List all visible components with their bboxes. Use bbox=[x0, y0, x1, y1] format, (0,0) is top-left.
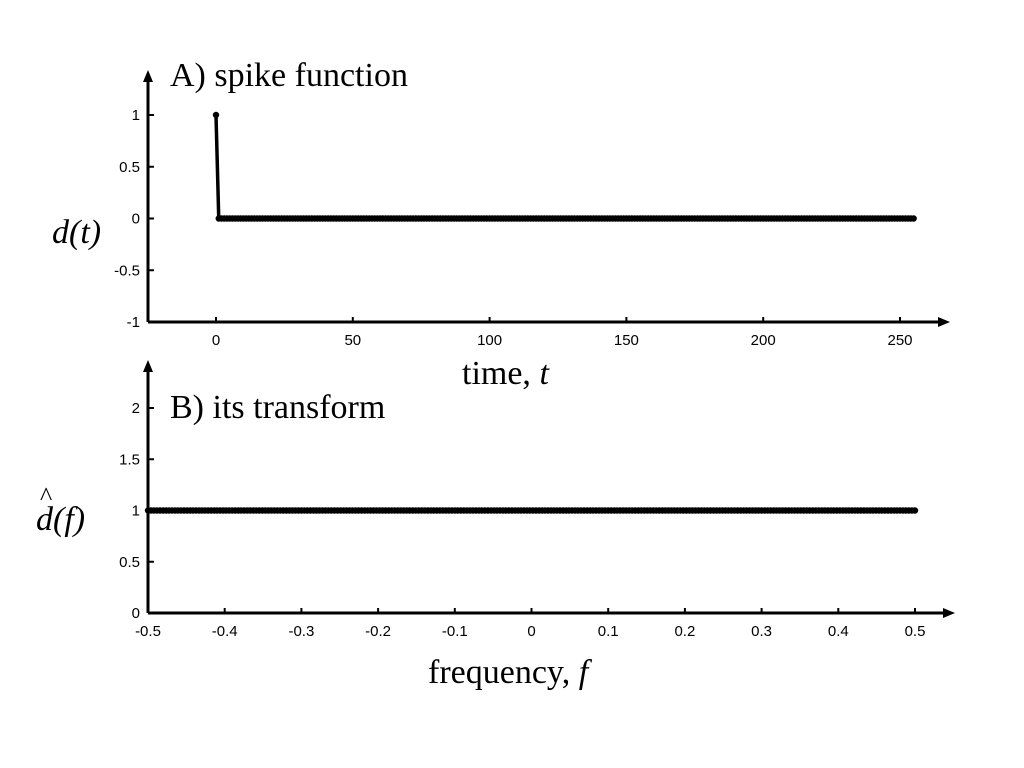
panel-b-x-tick-label: 0.4 bbox=[828, 623, 849, 640]
panel-b-x-tick-label: 0.1 bbox=[598, 623, 619, 640]
panel-a-data-point bbox=[910, 215, 917, 222]
panel-b-y-tick-label: 0.5 bbox=[119, 554, 140, 571]
panel-b-y-tick-label: 1 bbox=[132, 503, 140, 520]
panel-b-x-axis-arrow bbox=[943, 608, 955, 618]
panel-its-transform: B) its transform ^ d(f) frequency, f -0.… bbox=[36, 360, 955, 691]
panel-a-y-tick-label: 0.5 bbox=[119, 159, 140, 176]
panel-a-y-tick-label: 0 bbox=[132, 211, 140, 228]
panel-b-y-tick-label: 2 bbox=[132, 400, 140, 417]
panel-b-x-tick-label: -0.2 bbox=[365, 623, 391, 640]
panel-b-xlabel-text: frequency, bbox=[428, 654, 579, 691]
panel-a-title: A) spike function bbox=[170, 57, 408, 94]
panel-b-data-point bbox=[911, 507, 919, 514]
panel-b-y-axis-arrow bbox=[143, 360, 153, 372]
panel-b-x-tick-label: -0.4 bbox=[212, 623, 238, 640]
panel-b-y-tick-label: 1.5 bbox=[119, 451, 140, 468]
panel-a-xlabel-var: t bbox=[539, 355, 550, 392]
panel-b-ylabel: d(f) bbox=[36, 501, 85, 538]
panel-spike-function: A) spike function d(t) time, t 0 50 100 150… bbox=[52, 57, 950, 392]
panel-b-x-tick-label: 0 bbox=[527, 623, 535, 640]
panel-a-xlabel: time, t bbox=[462, 355, 550, 392]
panel-b-y-tick-label: 0 bbox=[132, 605, 140, 622]
panel-b-x-tick-label: -0.3 bbox=[288, 623, 314, 640]
panel-b-x-tick-label: 0.2 bbox=[674, 623, 695, 640]
panel-a-y-tick-label: -0.5 bbox=[114, 262, 140, 279]
panel-a-plot-area: 0 50 100 150 200 250 -1 -0.5 0 0.5 1 bbox=[114, 70, 950, 349]
panel-a-x-tick-label: 250 bbox=[887, 332, 912, 349]
panel-a-x-tick-label: 150 bbox=[614, 332, 639, 349]
panel-a-y-axis-arrow bbox=[143, 70, 153, 82]
panel-a-x-tick-label: 0 bbox=[212, 332, 220, 349]
panel-b-x-tick-label: 0.3 bbox=[751, 623, 772, 640]
panel-a-y-tick-label: 1 bbox=[132, 107, 140, 124]
panel-b-title: B) its transform bbox=[170, 389, 385, 426]
panel-b-plot-area: -0.5 -0.4 -0.3 -0.2 -0.1 0 0.1 0.2 0.3 0.4 0.5 0 0.5… bbox=[119, 360, 955, 640]
panel-a-data-point bbox=[212, 111, 220, 119]
panel-b-x-tick-label: 0.5 bbox=[905, 623, 926, 640]
panel-b-xlabel: frequency, f bbox=[428, 654, 593, 691]
panel-b-xlabel-var: f bbox=[579, 654, 593, 691]
panel-a-x-tick-label: 200 bbox=[751, 332, 776, 349]
panel-a-x-tick-label: 100 bbox=[477, 332, 502, 349]
panel-a-series-line bbox=[214, 114, 914, 221]
panel-b-x-tick-label: -0.5 bbox=[135, 623, 161, 640]
panel-a-ylabel: d(t) bbox=[52, 214, 101, 251]
panel-b-x-tick-label: -0.1 bbox=[442, 623, 468, 640]
panel-a-xlabel-text: time, bbox=[462, 355, 539, 392]
panel-a-x-tick-label: 50 bbox=[344, 332, 361, 349]
panel-a-y-tick-label: -1 bbox=[127, 314, 140, 331]
panel-b-ylabel-hat: ^ bbox=[40, 482, 52, 511]
panel-a-x-axis-arrow bbox=[938, 317, 950, 327]
